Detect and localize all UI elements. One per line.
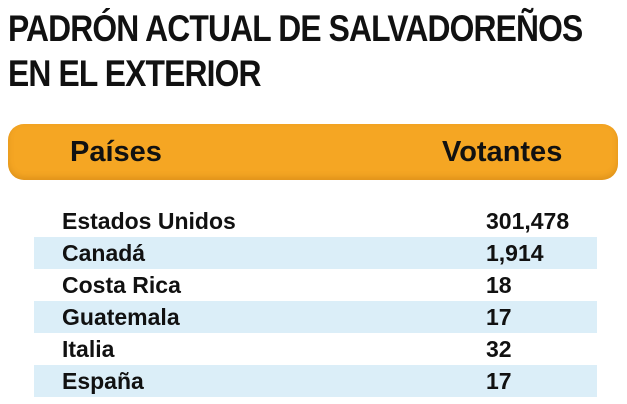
votes-cell: 32	[486, 336, 512, 362]
votes-cell: 17	[486, 304, 512, 330]
country-cell: Estados Unidos	[62, 208, 236, 234]
table-row: Estados Unidos 301,478	[34, 205, 597, 237]
table-row: Italia 32	[34, 333, 597, 365]
column-header-voters: Votantes	[442, 136, 563, 168]
table-body: Estados Unidos 301,478 Canadá 1,914 Cost…	[34, 205, 597, 397]
table-row: España 17	[34, 365, 597, 397]
title-line-1: PADRÓN ACTUAL DE SALVADOREÑOS	[8, 8, 583, 49]
country-cell: Italia	[62, 336, 115, 362]
country-cell: España	[62, 368, 144, 394]
country-cell: Costa Rica	[62, 272, 181, 298]
votes-cell: 301,478	[486, 208, 570, 234]
table-header: Países Votantes	[8, 124, 618, 180]
title-line-2: EN EL EXTERIOR	[8, 53, 261, 94]
table-row: Guatemala 17	[34, 301, 597, 333]
country-cell: Guatemala	[62, 304, 180, 330]
page-title: PADRÓN ACTUAL DE SALVADOREÑOS EN EL EXTE…	[8, 6, 583, 96]
votes-cell: 1,914	[486, 240, 544, 266]
table-row: Costa Rica 18	[34, 269, 597, 301]
votes-cell: 18	[486, 272, 512, 298]
table-row: Canadá 1,914	[34, 237, 597, 269]
votes-cell: 17	[486, 368, 512, 394]
country-cell: Canadá	[62, 240, 146, 266]
column-header-countries: Países	[70, 136, 162, 168]
